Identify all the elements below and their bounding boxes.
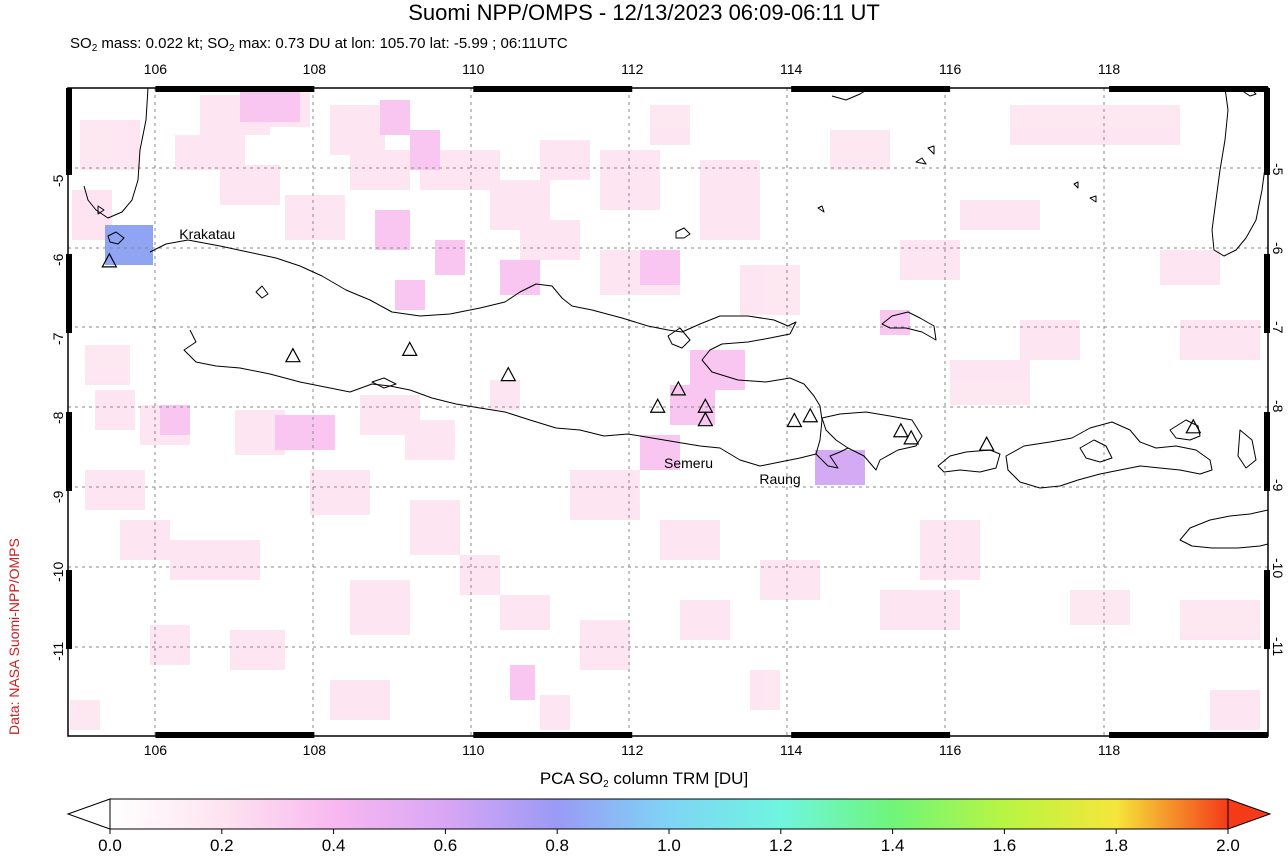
lon-tick-label-bottom: 116 xyxy=(938,742,962,758)
colorbar-tick-label: 1.8 xyxy=(1104,836,1129,855)
colorbar-title: PCA SO2 column TRM [DU] xyxy=(539,769,749,790)
colorbar-tick-label: 0.8 xyxy=(545,836,570,855)
lon-tick-label-top: 118 xyxy=(1097,61,1121,77)
lat-tick-label-right: -6 xyxy=(1270,241,1286,255)
volcano-icon xyxy=(697,411,714,427)
colorbar-tick-label: 1.4 xyxy=(880,836,905,855)
lon-tick-label-bottom: 114 xyxy=(780,742,803,758)
lon-tick-label-bottom: 110 xyxy=(462,742,485,758)
map-gridlines xyxy=(68,88,1268,736)
lon-tick-label-bottom: 106 xyxy=(143,742,168,758)
lon-tick-label-bottom: 112 xyxy=(621,742,644,758)
volcano-icon xyxy=(670,380,687,396)
lat-tick-label-right: -9 xyxy=(1270,479,1286,492)
lat-tick-label-right: -11 xyxy=(1270,637,1286,657)
volcano-icon xyxy=(1185,418,1202,434)
colorbar-low-arrow xyxy=(66,798,111,830)
volcano-markers xyxy=(101,252,1202,451)
lat-tick-label-left: -11 xyxy=(50,641,66,662)
map-subtitle: SO2 mass: 0.022 kt; SO2 max: 0.73 DU at … xyxy=(70,35,568,54)
colorbar-tick-label: 1.0 xyxy=(657,836,681,855)
colorbar-tick-label: 0.2 xyxy=(209,836,234,855)
lon-tick-label-top: 106 xyxy=(143,61,168,77)
volcano-label: Raung xyxy=(759,471,801,488)
lat-tick-label-left: -9 xyxy=(50,490,66,504)
colorbar-tick-label: 1.6 xyxy=(992,836,1017,855)
colorbar-tick-label: 1.2 xyxy=(768,836,793,855)
lat-tick-label-left: -5 xyxy=(50,174,66,187)
lat-tick-label-left: -10 xyxy=(50,561,66,583)
colorbar-high-arrow xyxy=(1227,798,1272,830)
so2-pixel-field xyxy=(70,92,1260,730)
volcano-icon xyxy=(101,252,118,268)
lon-tick-label-top: 116 xyxy=(938,61,962,77)
lon-tick-label-top: 108 xyxy=(302,61,327,77)
volcano-icon xyxy=(802,407,819,423)
lat-tick-label-right: -8 xyxy=(1270,400,1286,413)
colorbar-tick-label: 0.4 xyxy=(321,836,346,855)
volcano-icon xyxy=(284,347,301,363)
volcano-icon xyxy=(500,366,517,382)
volcano-label: Krakatau xyxy=(179,226,236,243)
lat-tick-label-right: -5 xyxy=(1270,162,1286,176)
volcano-icon xyxy=(978,435,995,451)
coastlines xyxy=(83,88,1268,549)
volcano-icon xyxy=(401,341,418,356)
volcano-icon xyxy=(786,412,803,428)
volcano-icon xyxy=(649,397,666,413)
lat-tick-label-left: -6 xyxy=(50,253,66,266)
colorbar-tick-label: 0.0 xyxy=(98,836,122,855)
lat-tick-label-right: -7 xyxy=(1270,320,1286,334)
lon-tick-label-top: 110 xyxy=(462,61,485,77)
colorbar xyxy=(66,798,1272,834)
colorbar-tick-label: 0.6 xyxy=(433,836,458,855)
lat-tick-label-left: -8 xyxy=(50,411,66,424)
lat-tick-label-left: -7 xyxy=(50,332,66,345)
lat-tick-label-right: -10 xyxy=(1270,558,1286,579)
volcano-icon xyxy=(892,422,909,438)
lon-tick-label-top: 112 xyxy=(621,61,644,77)
colorbar-gradient xyxy=(110,799,1228,829)
lon-tick-label-top: 114 xyxy=(780,61,803,77)
volcano-label: Semeru xyxy=(664,455,714,472)
lon-tick-label-bottom: 108 xyxy=(302,742,327,758)
map-title: Suomi NPP/OMPS - 12/13/2023 06:09-06:11 … xyxy=(408,0,880,25)
lon-tick-label-bottom: 118 xyxy=(1097,742,1121,758)
colorbar-tick-label: 2.0 xyxy=(1216,836,1240,855)
volcano-icon xyxy=(903,429,920,445)
map-frame xyxy=(66,86,1270,738)
